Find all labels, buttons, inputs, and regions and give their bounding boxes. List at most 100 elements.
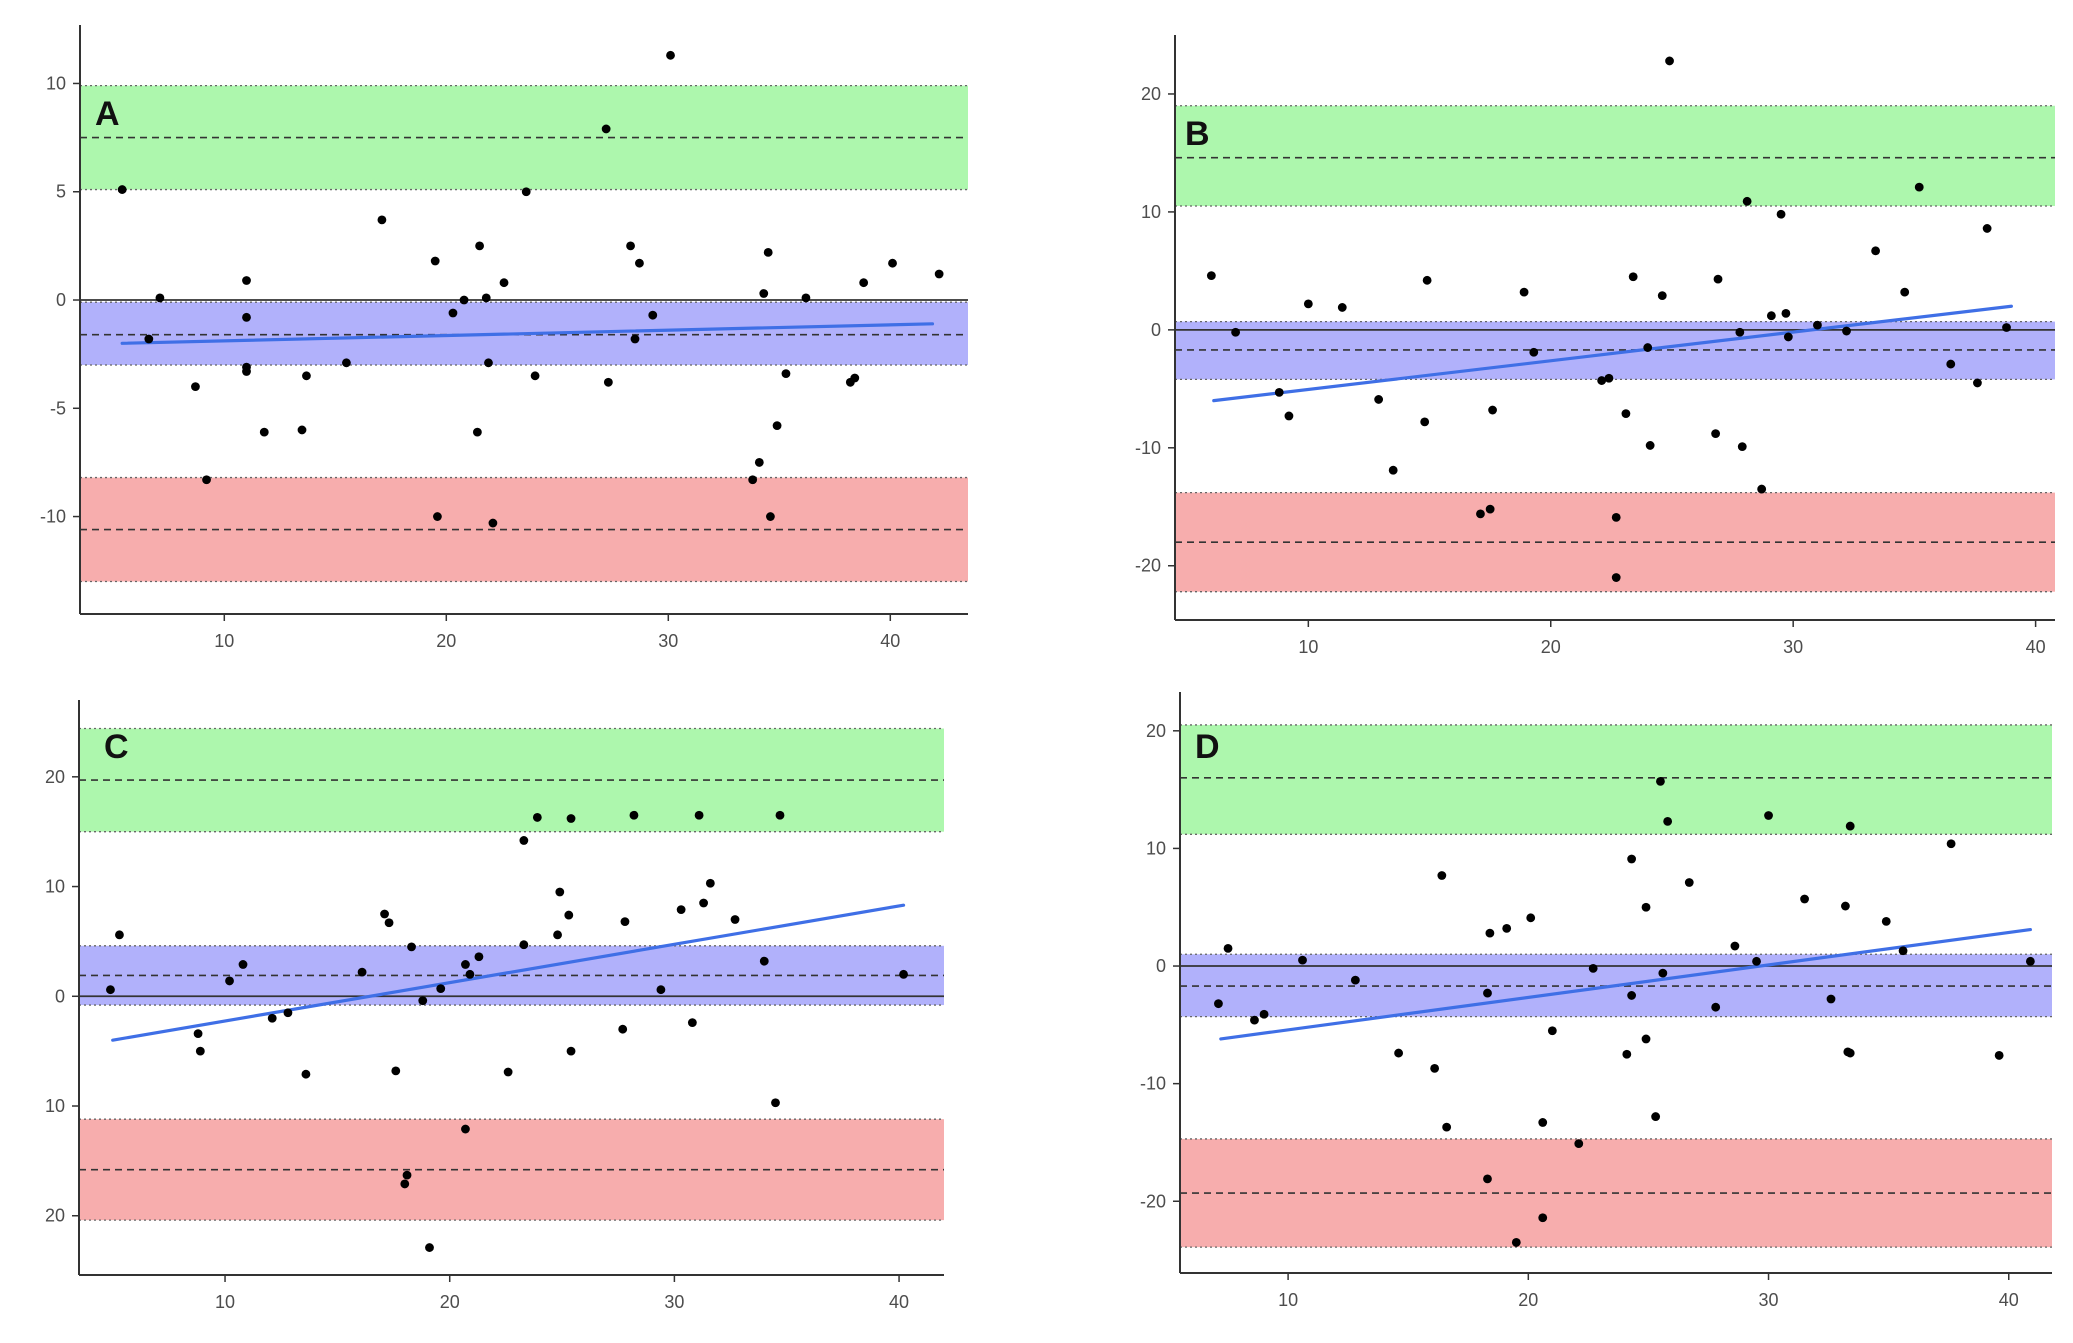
data-point [666, 50, 675, 60]
data-point [1656, 776, 1665, 786]
data-point [888, 258, 897, 268]
data-point [1394, 1048, 1404, 1058]
data-point [1735, 327, 1745, 337]
data-point [225, 976, 234, 986]
data-point [759, 289, 769, 298]
panel-label: D [1195, 728, 1220, 766]
data-point [484, 358, 493, 368]
data-point [1526, 913, 1536, 923]
data-point [297, 425, 307, 435]
data-point [1485, 504, 1495, 514]
x-tick-label: 40 [889, 1292, 909, 1312]
data-point [425, 1243, 434, 1252]
data-point [461, 1124, 470, 1134]
data-point [564, 910, 574, 920]
data-point [503, 1067, 513, 1077]
data-point [521, 187, 531, 197]
data-point [1437, 871, 1447, 880]
y-tick-label: 0 [1151, 320, 1161, 340]
data-point [448, 308, 458, 318]
data-point [1622, 1049, 1632, 1059]
data-point [699, 898, 708, 908]
data-point [430, 256, 440, 266]
data-point [391, 1066, 401, 1076]
data-point [1776, 209, 1786, 219]
y-tick-label: 10 [45, 1096, 65, 1116]
data-point [106, 985, 115, 995]
data-point [705, 878, 715, 888]
data-point [1871, 246, 1881, 256]
y-tick-label: 20 [1141, 84, 1161, 104]
data-point [1483, 1174, 1492, 1184]
y-tick-label: 20 [1146, 721, 1166, 741]
y-tick-label: 5 [56, 182, 66, 202]
data-point [1781, 308, 1791, 318]
data-point [202, 475, 211, 485]
y-tick-label: 10 [46, 73, 66, 93]
y-tick-label: -20 [1135, 556, 1161, 576]
data-point [465, 969, 475, 979]
x-tick-label: 20 [1541, 637, 1561, 657]
data-point [1783, 332, 1793, 342]
data-point [1711, 429, 1721, 439]
y-tick-label: -20 [1140, 1191, 1166, 1211]
data-point [1845, 821, 1855, 831]
data-point [402, 1170, 412, 1180]
x-tick-label: 30 [1783, 637, 1803, 657]
y-tick-label: 0 [56, 290, 66, 310]
data-point [1628, 272, 1638, 282]
data-point [566, 1046, 576, 1056]
data-point [1231, 327, 1241, 337]
data-point [1730, 941, 1740, 951]
data-point [1752, 956, 1761, 966]
data-point [1597, 376, 1607, 385]
data-point [1511, 1238, 1521, 1247]
x-tick-label: 40 [2026, 637, 2046, 657]
data-point [1742, 196, 1752, 206]
data-point [635, 258, 644, 268]
data-point [384, 918, 394, 928]
data-point [1627, 991, 1637, 1000]
data-point [1214, 999, 1223, 1009]
data-point [1737, 442, 1747, 452]
data-point [1641, 902, 1651, 912]
data-point [1350, 975, 1360, 985]
data-point [1529, 347, 1539, 357]
y-tick-label: -5 [50, 398, 66, 418]
x-tick-label: 30 [664, 1292, 684, 1312]
data-point [1641, 1034, 1651, 1044]
panel-b: 20 10 0 -10 -20 10 20 30 40 B [1135, 35, 2055, 657]
data-point [1250, 1015, 1259, 1025]
data-point [1973, 378, 1982, 388]
data-point [2002, 323, 2011, 332]
x-tick-label: 10 [1298, 637, 1318, 657]
upper-band [1180, 724, 2052, 835]
data-point [1206, 271, 1216, 281]
data-point [433, 512, 442, 521]
data-point [850, 373, 860, 383]
data-point [629, 810, 639, 820]
panel-label: C [104, 728, 129, 766]
data-point [1274, 387, 1284, 397]
data-point [238, 960, 248, 969]
data-point [461, 960, 470, 969]
data-point [117, 185, 127, 194]
data-point [2025, 956, 2035, 966]
data-point [1657, 291, 1667, 301]
data-point [934, 269, 944, 279]
data-point [1298, 955, 1307, 965]
regression-line [1212, 304, 2013, 403]
data-point [772, 421, 782, 431]
data-point [1645, 441, 1655, 450]
data-point [1842, 326, 1851, 336]
data-point [730, 915, 740, 924]
data-point [1284, 411, 1294, 421]
data-point [555, 887, 565, 897]
data-point [763, 247, 773, 257]
x-tick-label: 20 [436, 631, 456, 651]
data-point [283, 1008, 293, 1018]
data-point [1611, 573, 1621, 582]
data-point [259, 427, 269, 437]
data-point [301, 1069, 311, 1079]
